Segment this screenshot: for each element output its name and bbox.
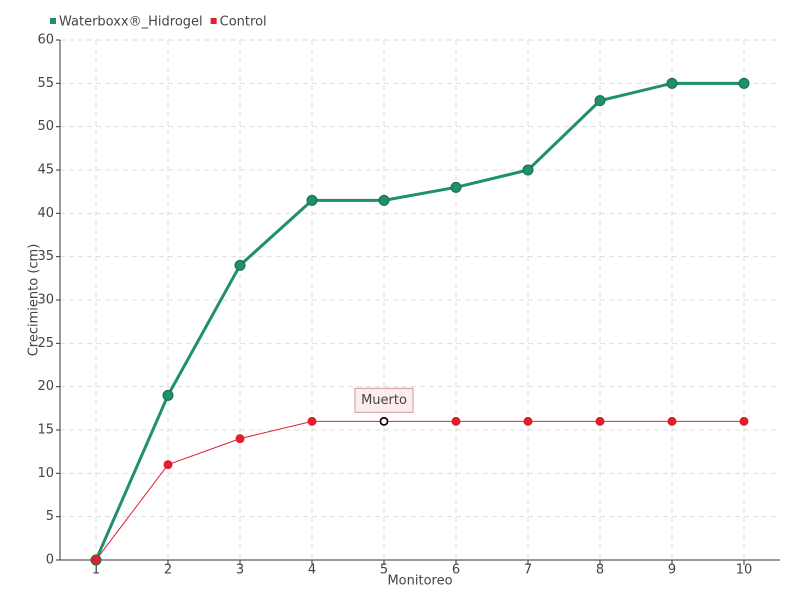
data-point [523, 416, 533, 426]
x-tick-label: 3 [236, 563, 244, 578]
x-tick-label: 8 [596, 563, 604, 578]
x-tick-label: 2 [164, 563, 172, 578]
y-tick-label: 35 [37, 249, 54, 264]
y-tick-label: 45 [37, 163, 54, 178]
y-tick-label: 25 [37, 336, 54, 351]
data-point [738, 77, 750, 89]
data-point [235, 434, 245, 444]
legend-label: Control [220, 15, 267, 30]
data-point [234, 259, 246, 271]
x-tick-label: 7 [524, 563, 532, 578]
data-point [666, 77, 678, 89]
x-tick-label: 10 [736, 563, 753, 578]
annotation-box [354, 387, 414, 413]
y-tick-label: 15 [37, 423, 54, 438]
series-line [94, 81, 744, 561]
data-point [595, 416, 605, 426]
y-axis-label: Crecimiento (cm) [27, 244, 42, 357]
data-point [450, 181, 462, 193]
y-tick-label: 55 [37, 76, 54, 91]
y-tick-label: 0 [46, 553, 54, 568]
y-tick-label: 20 [37, 379, 54, 394]
highlighted-point [379, 417, 389, 426]
y-tick-label: 60 [37, 33, 54, 48]
data-point [163, 460, 173, 470]
y-tick-label: 40 [37, 206, 54, 221]
x-axis-label: Monitoreo [387, 574, 452, 589]
y-tick-label: 10 [37, 466, 54, 481]
data-point [667, 416, 677, 426]
series-line [95, 420, 744, 561]
x-tick-label: 5 [380, 563, 388, 578]
data-point [378, 194, 390, 206]
y-tick-label: 30 [37, 293, 54, 308]
y-tick-label: 50 [37, 119, 54, 134]
x-tick-label: 4 [308, 563, 316, 578]
data-point [522, 164, 534, 176]
data-point [739, 416, 749, 426]
x-tick-label: 9 [668, 563, 676, 578]
data-point [594, 95, 606, 107]
legend-swatch [210, 18, 217, 24]
data-point [162, 389, 174, 401]
annotation-text: Muerto [361, 393, 407, 408]
data-point [306, 194, 318, 206]
legend-label: Waterboxx®_Hidrogel [59, 15, 203, 30]
data-point [91, 555, 101, 565]
data-point [451, 416, 461, 426]
legend-swatch [50, 18, 56, 24]
data-point [307, 416, 317, 426]
x-tick-label: 1 [92, 563, 100, 578]
y-tick-label: 5 [46, 509, 54, 524]
x-tick-label: 6 [452, 563, 460, 578]
